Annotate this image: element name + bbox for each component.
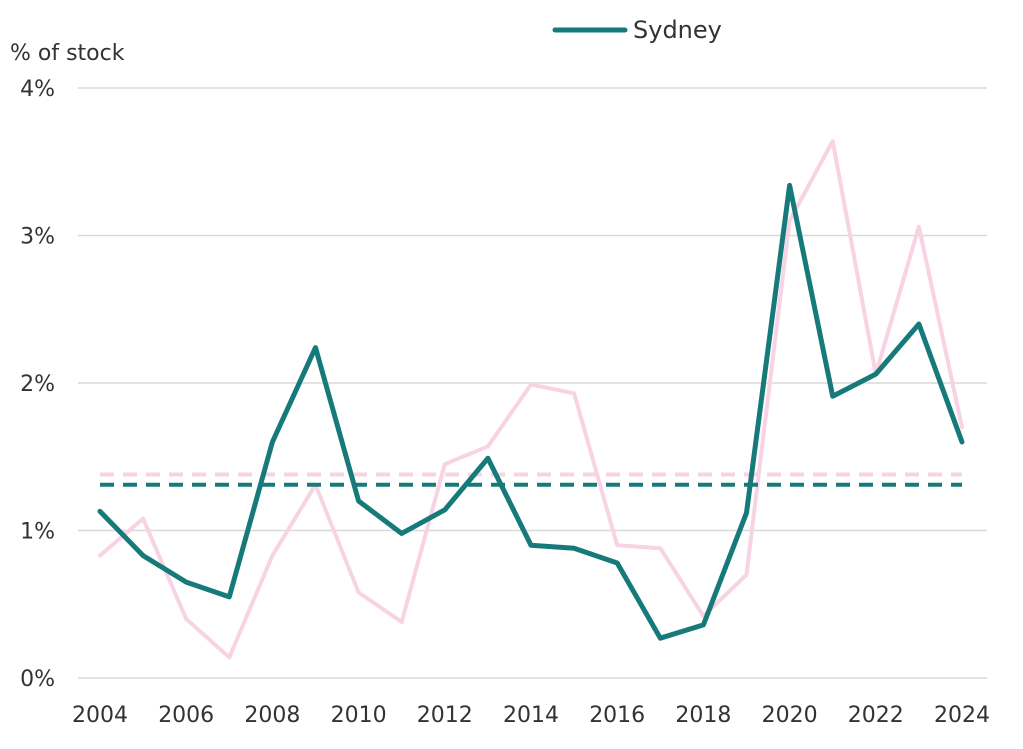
x-tick-label: 2014 — [503, 703, 559, 728]
x-tick-label: 2020 — [762, 703, 818, 728]
series-line-1 — [98, 139, 964, 660]
x-axis: 2004 2006 2008 2010 2012 2014 2016 2018 2020 2022… — [72, 703, 990, 728]
y-tick-label: 2% — [20, 372, 55, 397]
x-tick-label: 2010 — [331, 703, 387, 728]
y-tick-label: 4% — [20, 77, 55, 102]
x-tick-label: 2016 — [589, 703, 645, 728]
x-tick-label: 2012 — [417, 703, 473, 728]
x-tick-label: 2024 — [934, 703, 990, 728]
legend-label: Sydney — [633, 16, 722, 44]
x-tick-label: 2008 — [244, 703, 300, 728]
legend: Sydney — [552, 16, 722, 44]
y-axis: 0% 1% 2% 3% 4% — [20, 77, 55, 692]
plot-area — [97, 139, 965, 660]
x-tick-label: 2006 — [158, 703, 214, 728]
y-tick-label: 0% — [20, 667, 55, 692]
y-axis-label: % of stock — [10, 41, 125, 66]
y-tick-label: 3% — [20, 225, 55, 250]
series-line-0 — [97, 182, 965, 641]
x-tick-label: 2018 — [675, 703, 731, 728]
x-tick-label: 2004 — [72, 703, 128, 728]
x-tick-label: 2022 — [848, 703, 904, 728]
y-tick-label: 1% — [20, 520, 55, 545]
